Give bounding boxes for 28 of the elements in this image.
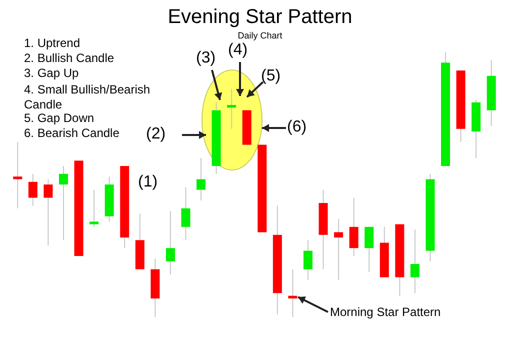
candlestick <box>28 173 38 206</box>
candlestick <box>58 165 68 241</box>
candlestick <box>410 229 420 294</box>
chart-title: Evening Star Pattern <box>168 6 352 28</box>
candlestick <box>90 189 99 228</box>
candlestick <box>196 158 206 201</box>
annotation: (2) <box>146 126 166 142</box>
annotation: 5. Gap Down <box>24 111 94 125</box>
candlestick <box>303 240 312 280</box>
candlestick <box>44 178 53 246</box>
annotation: 2. Bullish Candle <box>24 51 114 65</box>
annotation: 4. Small Bullish/Bearish Candle <box>24 82 154 112</box>
candlestick <box>349 197 358 257</box>
annotation: 6. Bearish Candle <box>24 126 120 140</box>
text: 1. Uptrend <box>24 36 80 50</box>
candlestick <box>181 186 190 241</box>
annotation: (4) <box>228 42 248 58</box>
annotation: 3. Gap Up <box>24 66 80 80</box>
candlestick <box>13 142 22 209</box>
candlestick <box>166 210 175 276</box>
chart-subtitle: Daily Chart <box>238 30 283 40</box>
annotation: (5) <box>261 68 281 84</box>
candlestick <box>334 218 344 280</box>
annotation: (3) <box>196 50 216 66</box>
annotation: (1) <box>138 174 158 190</box>
candlestick <box>364 226 374 272</box>
annotation: (6) <box>287 118 307 136</box>
annotation: Morning Star Pattern <box>330 305 441 319</box>
